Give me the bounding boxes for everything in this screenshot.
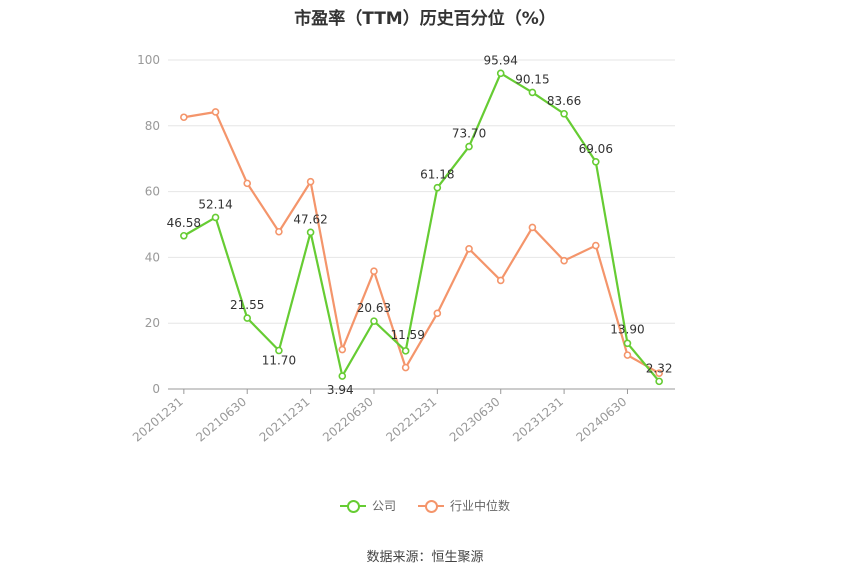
point-s0-9: [465, 142, 473, 151]
point-s1-11: [528, 223, 537, 232]
grid-lines: [168, 59, 675, 324]
data-label-15: 2.32: [646, 361, 673, 375]
data-label-2: 21.55: [230, 298, 264, 312]
point-s1-7: [401, 363, 410, 372]
data-label-14: 13.90: [610, 322, 644, 336]
y-tick-label-60: 60: [145, 185, 160, 199]
point-s1-2: [243, 179, 252, 188]
y-tick-label-80: 80: [145, 119, 160, 133]
series-line-0: [183, 72, 661, 383]
data-label-7: 11.59: [390, 328, 424, 342]
data-source: 数据来源：恒生聚源: [366, 550, 484, 565]
point-s0-5: [338, 372, 347, 380]
data-label-0: 46.58: [167, 216, 201, 230]
data-label-6: 20.63: [357, 301, 391, 315]
point-s0-15: [655, 377, 663, 386]
x-tick-label-20240630: 20240630: [574, 395, 630, 445]
x-tick-label-20230630: 20230630: [447, 395, 503, 445]
series-line-1: [183, 110, 660, 375]
data-label-11: 90.15: [515, 72, 549, 86]
point-s1-12: [560, 256, 568, 265]
legend-label-industry-median: 行业中位数: [450, 499, 511, 513]
y-tick-label-20: 20: [145, 316, 160, 330]
point-s0-10: [496, 69, 505, 78]
point-s0-14: [623, 339, 632, 348]
y-tick-label-0: 0: [152, 382, 160, 396]
data-label-9: 73.70: [452, 127, 486, 141]
point-s0-7: [401, 347, 410, 355]
legend-item-company[interactable]: 公司: [339, 497, 396, 514]
point-s1-3: [275, 227, 283, 236]
legend-swatch-company: [339, 499, 366, 513]
point-s1-0: [180, 113, 188, 122]
point-s0-6: [370, 317, 378, 325]
legend-label-company: 公司: [371, 499, 396, 513]
point-s0-13: [591, 157, 600, 166]
series-lines: [180, 69, 663, 386]
point-s0-2: [243, 314, 252, 322]
data-labels: 46.58 52.14 21.55 11.70 47.62 3.94 20.63 11.59 6…: [167, 53, 673, 397]
point-s0-0: [180, 231, 188, 240]
data-label-8: 61.18: [420, 168, 454, 182]
data-label-3: 11.70: [262, 354, 296, 368]
point-s0-4: [306, 228, 315, 237]
x-tick-label-20211231: 20211231: [257, 395, 313, 445]
legend-item-industry-median[interactable]: 行业中位数: [418, 497, 510, 514]
x-tick-label-20210630: 20210630: [193, 395, 249, 445]
point-s1-13: [591, 241, 600, 250]
point-s1-15: [655, 369, 663, 378]
point-s1-1: [211, 108, 220, 116]
x-tick-label-20221231: 20221231: [383, 395, 439, 445]
point-s0-1: [211, 213, 220, 222]
x-tick-label-20231231: 20231231: [510, 395, 566, 445]
point-s1-8: [433, 309, 442, 318]
point-s1-10: [496, 276, 505, 285]
point-s1-4: [306, 177, 315, 186]
point-s1-9: [465, 245, 473, 253]
data-label-4: 47.62: [293, 212, 327, 226]
data-label-13: 69.06: [579, 142, 613, 156]
point-s1-5: [338, 345, 347, 354]
y-tick-label-40: 40: [145, 250, 160, 264]
data-label-1: 52.14: [198, 197, 232, 211]
chart-title: 市盈率（TTM）历史百分位（%）: [294, 9, 556, 29]
point-s0-8: [433, 183, 442, 192]
legend-swatch-industry-median: [418, 499, 444, 513]
point-s1-14: [623, 351, 632, 359]
data-label-10: 95.94: [484, 53, 518, 67]
x-tick-label-20220630: 20220630: [320, 395, 376, 445]
data-label-5: 3.94: [327, 383, 354, 397]
y-tick-label-100: 100: [137, 53, 160, 67]
point-s0-11: [528, 88, 537, 97]
point-s0-12: [560, 109, 568, 118]
point-s1-6: [370, 267, 378, 276]
x-tick-label-20201231: 20201231: [130, 395, 186, 445]
point-s0-3: [275, 346, 283, 355]
data-label-12: 83.66: [547, 94, 581, 108]
legend: 公司 行业中位数: [0, 497, 850, 514]
